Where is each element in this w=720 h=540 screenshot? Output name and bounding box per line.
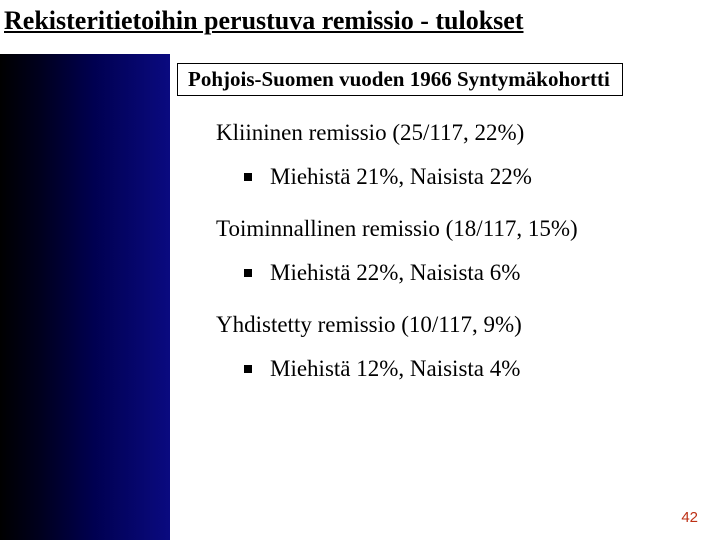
square-bullet-icon xyxy=(244,269,252,277)
bullet-text: Miehistä 22%, Naisista 6% xyxy=(270,260,520,286)
page-number: 42 xyxy=(681,509,698,526)
bullet-text: Miehistä 12%, Naisista 4% xyxy=(270,356,520,382)
subtitle-text: Pohjois-Suomen vuoden 1966 Syntymäkohort… xyxy=(188,67,610,91)
bullet-row: Miehistä 12%, Naisista 4% xyxy=(244,356,696,382)
bullet-row: Miehistä 21%, Naisista 22% xyxy=(244,164,696,190)
section-heading: Toiminnallinen remissio (18/117, 15%) xyxy=(216,216,696,242)
content-area: Kliininen remissio (25/117, 22%) Miehist… xyxy=(216,120,696,408)
bullet-text: Miehistä 21%, Naisista 22% xyxy=(270,164,532,190)
subtitle-box: Pohjois-Suomen vuoden 1966 Syntymäkohort… xyxy=(177,63,623,96)
slide-title: Rekisteritietoihin perustuva remissio - … xyxy=(4,6,524,36)
section-heading: Yhdistetty remissio (10/117, 9%) xyxy=(216,312,696,338)
square-bullet-icon xyxy=(244,365,252,373)
sidebar-decoration xyxy=(0,54,170,540)
section-heading: Kliininen remissio (25/117, 22%) xyxy=(216,120,696,146)
bullet-row: Miehistä 22%, Naisista 6% xyxy=(244,260,696,286)
square-bullet-icon xyxy=(244,173,252,181)
